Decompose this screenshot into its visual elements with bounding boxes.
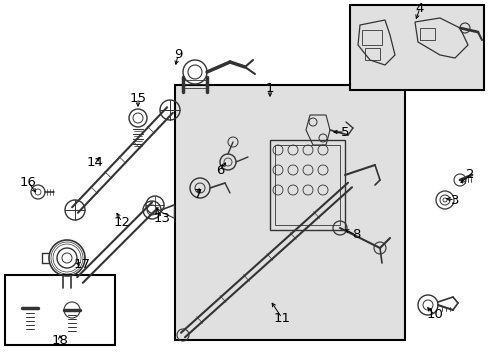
Text: 8: 8 <box>351 229 360 242</box>
Text: 15: 15 <box>129 91 146 104</box>
Bar <box>175 85 404 340</box>
Bar <box>361 30 381 45</box>
Text: 5: 5 <box>340 126 348 139</box>
Text: 2: 2 <box>465 168 473 181</box>
Text: 18: 18 <box>51 333 68 346</box>
Text: 16: 16 <box>20 175 37 189</box>
Text: 12: 12 <box>113 216 130 229</box>
Bar <box>364 48 379 60</box>
Text: 3: 3 <box>450 194 458 207</box>
Bar <box>5 275 115 345</box>
Text: 6: 6 <box>215 163 224 176</box>
Text: 14: 14 <box>86 156 103 168</box>
Text: 4: 4 <box>415 1 423 14</box>
Text: 17: 17 <box>73 258 90 271</box>
Text: 7: 7 <box>193 189 202 202</box>
Bar <box>269 140 345 230</box>
Text: 9: 9 <box>173 49 182 62</box>
Text: 10: 10 <box>426 309 443 321</box>
Bar <box>419 28 434 40</box>
Bar <box>349 5 483 90</box>
Text: 13: 13 <box>153 211 170 225</box>
Text: 11: 11 <box>273 311 290 324</box>
Bar <box>274 145 339 225</box>
Text: 1: 1 <box>265 81 274 94</box>
